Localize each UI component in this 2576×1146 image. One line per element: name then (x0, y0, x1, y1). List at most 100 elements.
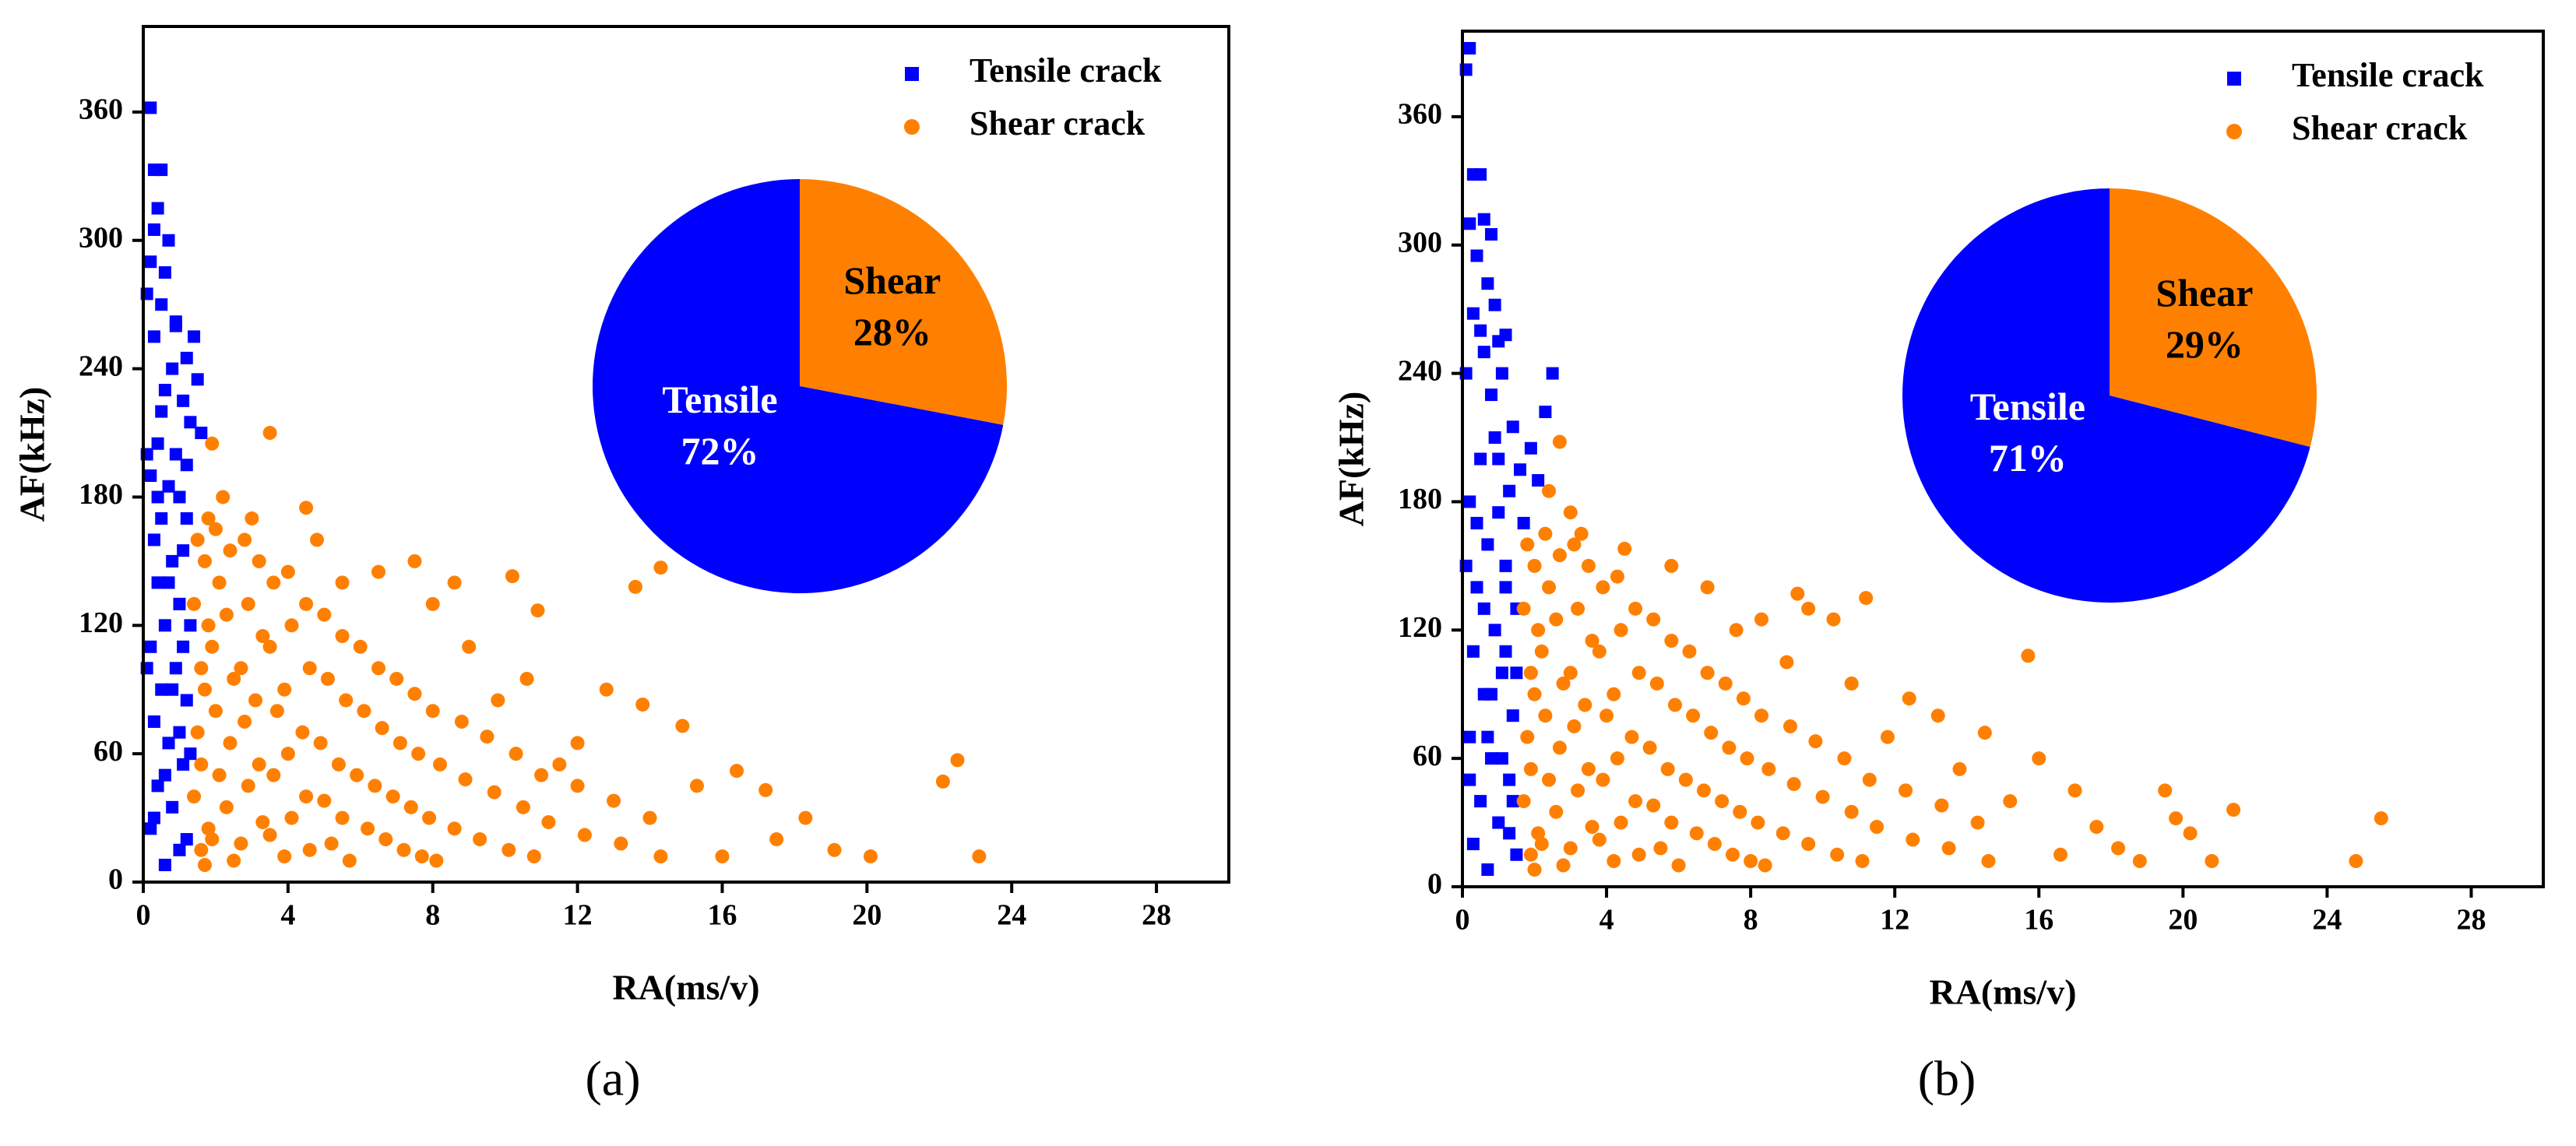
shear-point (208, 522, 223, 536)
shear-point (1700, 666, 1715, 680)
shear-point (238, 533, 252, 547)
shear-point (2158, 783, 2173, 798)
x-tick-label: 12 (563, 899, 593, 932)
tensile-point (1539, 406, 1552, 419)
shear-point (454, 714, 469, 729)
tensile-point (1463, 217, 1476, 230)
tensile-point (1503, 484, 1516, 497)
shear-point (758, 782, 773, 797)
shear-point (1578, 698, 1592, 712)
shear-point (1941, 841, 1956, 856)
pie-value-label: 72% (681, 429, 759, 473)
legend-label: Tensile crack (2292, 56, 2484, 94)
tensile-point (158, 859, 171, 872)
shear-point (1642, 740, 1657, 755)
shear-point (241, 779, 255, 793)
shear-point (501, 842, 516, 857)
shear-point (487, 785, 501, 800)
shear-point (1646, 612, 1661, 627)
x-tick-label: 28 (1142, 899, 1171, 932)
shear-point (1830, 847, 1845, 862)
shear-point (628, 579, 642, 594)
shear-point (361, 821, 375, 836)
tensile-point (1495, 752, 1508, 765)
tensile-point (1463, 495, 1476, 508)
shear-point (342, 853, 357, 868)
tensile-point (1510, 666, 1523, 680)
shear-point (1775, 826, 1790, 841)
tensile-point (1499, 645, 1512, 658)
tensile-point (1488, 298, 1501, 311)
shear-point (1744, 854, 1758, 869)
tensile-point (1485, 388, 1498, 402)
shear-point (1552, 434, 1567, 449)
scatter-plot (1459, 41, 2388, 877)
shear-point (245, 511, 259, 526)
shear-point (1700, 580, 1715, 595)
pie-slice (2110, 188, 2317, 448)
tensile-point (177, 640, 190, 653)
tensile-point (1466, 307, 1480, 320)
shear-point (1751, 815, 1765, 830)
shear-point (827, 842, 842, 857)
shear-point (335, 810, 350, 825)
shear-point (653, 849, 668, 864)
shear-point (798, 810, 813, 825)
shear-point (1826, 612, 1841, 627)
tensile-point (144, 101, 157, 114)
shear-point (534, 768, 549, 782)
y-axis-label: AF(kHz) (12, 387, 52, 522)
tensile-point (188, 330, 201, 343)
y-tick-label: 300 (1398, 226, 1442, 258)
x-tick-label: 24 (2312, 904, 2342, 937)
shear-point (1726, 847, 1740, 862)
tensile-point (151, 490, 164, 504)
shear-point (252, 757, 266, 772)
shear-point (1761, 761, 1776, 776)
shear-point (1902, 691, 1916, 706)
tensile-point (180, 694, 193, 707)
shear-point (1581, 558, 1596, 573)
shear-point (2021, 649, 2036, 663)
shear-point (541, 815, 556, 830)
tensile-point (191, 373, 204, 386)
shear-point (1899, 783, 1913, 798)
x-tick-label: 4 (1599, 904, 1614, 937)
tensile-point (162, 480, 175, 493)
shear-point (1786, 777, 1801, 792)
shear-point (208, 704, 223, 719)
shear-point (1862, 772, 1877, 787)
y-tick-label: 120 (1398, 611, 1442, 644)
tensile-point (1481, 277, 1494, 290)
tensile-point (1499, 581, 1512, 594)
shear-point (1542, 483, 1557, 498)
shear-point (201, 618, 216, 633)
tensile-point (177, 758, 190, 771)
shear-point (1523, 761, 1538, 776)
tensile-point (1503, 773, 1516, 786)
shear-point (1520, 537, 1535, 552)
tensile-point (155, 163, 168, 177)
tensile-point (180, 833, 193, 846)
shear-point (1563, 505, 1578, 520)
tensile-point (177, 394, 190, 407)
tensile-point (1474, 168, 1487, 181)
legend-marker (905, 67, 919, 81)
shear-point (530, 603, 545, 618)
shear-point (320, 671, 335, 686)
tensile-point (1506, 420, 1519, 434)
shear-point (1538, 526, 1553, 541)
tensile-point (158, 619, 171, 632)
y-tick-label: 240 (1398, 354, 1442, 387)
shear-point (1606, 687, 1621, 701)
shear-point (299, 501, 314, 515)
shear-point (570, 779, 585, 793)
shear-point (1567, 719, 1582, 733)
shear-point (480, 729, 494, 744)
shear-point (1689, 826, 1704, 841)
y-tick-label: 180 (79, 478, 123, 511)
tensile-point (1477, 346, 1490, 359)
shear-point (280, 747, 295, 761)
shear-point (1783, 719, 1798, 733)
tensile-point (180, 351, 193, 364)
